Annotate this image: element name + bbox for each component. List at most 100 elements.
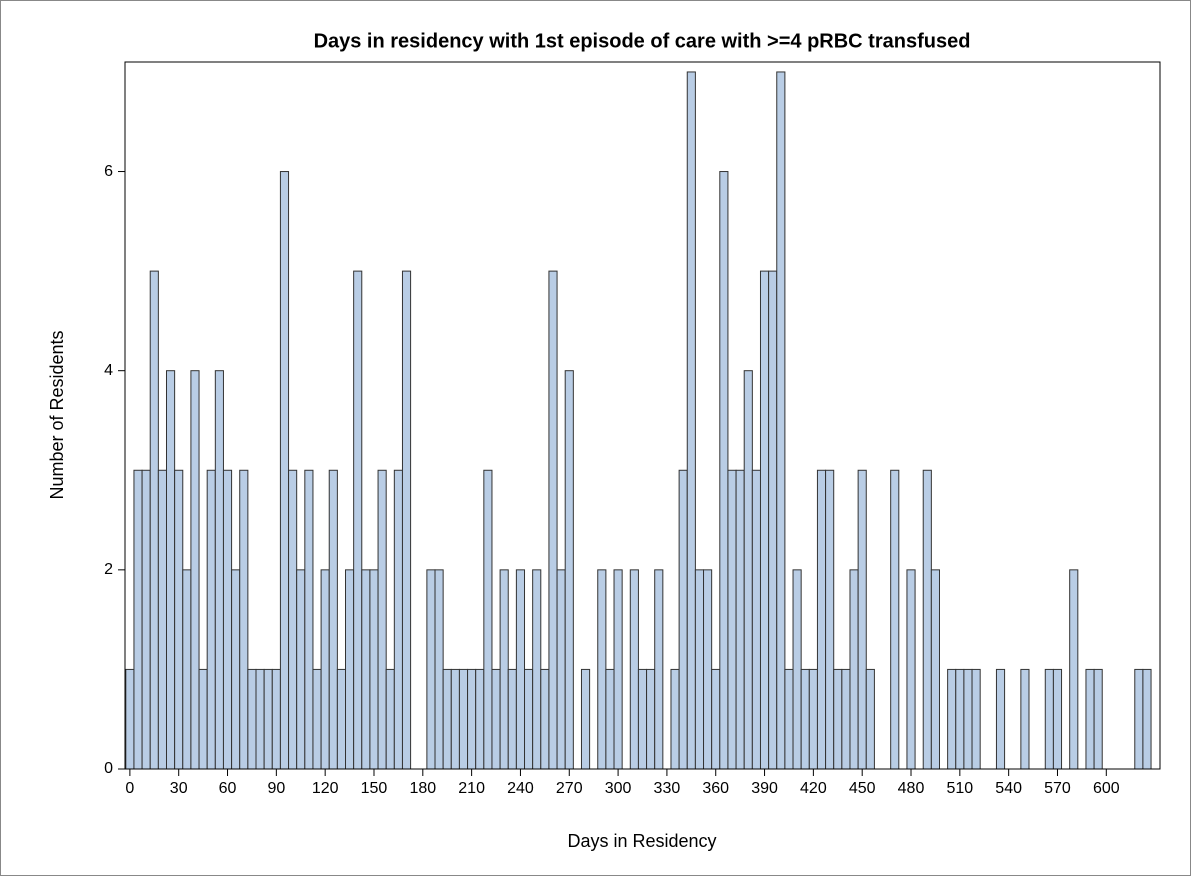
bar [922, 469, 932, 770]
bar [393, 469, 403, 770]
bar [646, 668, 656, 770]
bar [328, 469, 338, 770]
bar [906, 569, 916, 770]
bar [247, 668, 257, 770]
bar [548, 270, 558, 770]
y-axis-label: Number of Residents [47, 330, 67, 499]
bar [434, 569, 444, 770]
bar [532, 569, 542, 770]
bar [1044, 668, 1054, 770]
bar [214, 370, 224, 770]
bar [776, 71, 786, 770]
bar [475, 668, 485, 770]
x-tick-label: 420 [800, 780, 827, 797]
x-tick-label: 480 [898, 780, 925, 797]
chart-title: Days in residency with 1st episode of ca… [314, 30, 971, 52]
bar [288, 469, 298, 770]
bar [1134, 668, 1144, 770]
x-tick-label: 0 [125, 780, 134, 797]
bar [556, 569, 566, 770]
bar [711, 668, 721, 770]
bar [759, 270, 770, 770]
bar [507, 668, 517, 770]
bar [597, 569, 607, 770]
x-tick-label: 60 [219, 780, 237, 797]
x-tick-label: 90 [267, 780, 285, 797]
bar [605, 668, 615, 770]
bar [686, 71, 696, 770]
bar [694, 569, 705, 770]
bar [825, 469, 835, 770]
bar [792, 569, 802, 770]
bar [540, 668, 550, 770]
plot-frame [124, 61, 1161, 770]
bar [271, 668, 281, 770]
bar [353, 270, 363, 770]
x-tick-label: 180 [409, 780, 436, 797]
bar [133, 469, 143, 770]
x-tick-label: 330 [654, 780, 681, 797]
bar [613, 569, 623, 770]
bar [800, 668, 810, 770]
bar [1020, 668, 1030, 770]
bar [524, 668, 534, 770]
bar [808, 668, 818, 770]
bar [165, 370, 176, 770]
bar [141, 469, 151, 770]
bar [1142, 668, 1152, 770]
bar [222, 469, 233, 770]
y-tick-label: 2 [104, 561, 113, 578]
bar [239, 469, 249, 770]
bar [442, 668, 452, 770]
bar [279, 171, 290, 770]
bar [841, 668, 851, 770]
y-tick-label: 0 [104, 760, 113, 777]
bar [320, 569, 330, 770]
bar [182, 569, 192, 770]
y-tick-label: 6 [104, 163, 113, 180]
x-tick-label: 390 [751, 780, 778, 797]
x-tick-label: 450 [849, 780, 876, 797]
bar [312, 668, 322, 770]
bar [719, 171, 729, 770]
bar [1052, 668, 1063, 770]
bar [637, 668, 648, 770]
x-tick-label: 30 [170, 780, 188, 797]
bar [629, 569, 639, 770]
bar [580, 668, 591, 770]
bar [727, 469, 737, 770]
x-tick-label: 600 [1093, 780, 1120, 797]
bar [865, 668, 875, 770]
bar [930, 569, 940, 770]
x-tick-label: 240 [507, 780, 534, 797]
bar [515, 569, 526, 770]
bar [263, 668, 273, 770]
bar [450, 668, 460, 770]
bar [255, 668, 265, 770]
bar [678, 469, 688, 770]
bar [816, 469, 827, 770]
bar [1093, 668, 1103, 770]
x-tick-label: 540 [995, 780, 1022, 797]
bar [304, 469, 314, 770]
bar [564, 370, 574, 770]
bar [336, 668, 347, 770]
bar [654, 569, 664, 770]
bar [995, 668, 1006, 770]
bar [963, 668, 973, 770]
x-axis-label: Days in Residency [567, 831, 716, 851]
bar [784, 668, 794, 770]
x-tick-label: 300 [605, 780, 632, 797]
bar [190, 370, 200, 770]
bar [1085, 668, 1095, 770]
bar [458, 668, 469, 770]
bar [955, 668, 965, 770]
bar [670, 668, 680, 770]
bar [483, 469, 493, 770]
bar [231, 569, 241, 770]
bar [467, 668, 477, 770]
bar [491, 668, 501, 770]
bar [345, 569, 355, 770]
bar [751, 469, 761, 770]
